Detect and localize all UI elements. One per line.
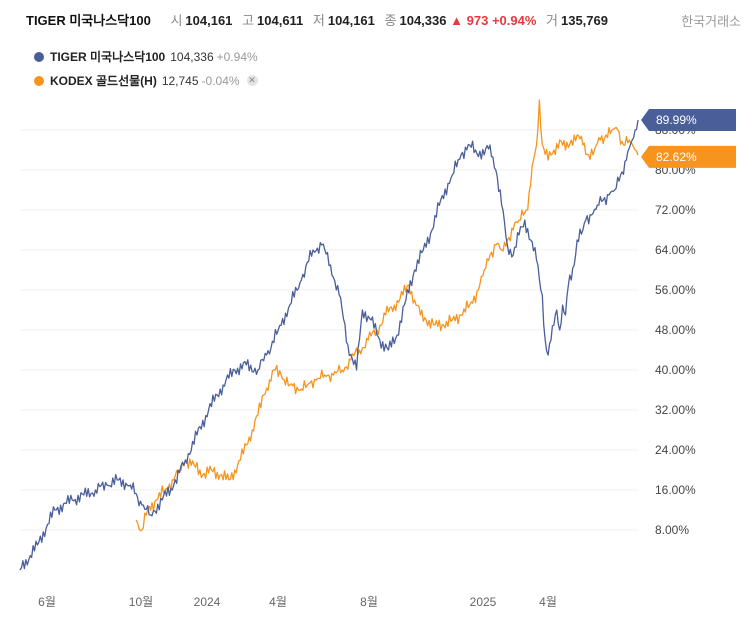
up-arrow-icon: ▲	[450, 13, 463, 28]
low-label: 저	[312, 13, 325, 28]
x-tick-label: 2025	[470, 595, 497, 609]
y-tick-label: 72.00%	[655, 203, 696, 217]
y-axis: 8.00% 16.00% 24.00% 32.00% 40.00% 48.00% 56.00…	[655, 123, 696, 537]
x-tick-label: 8월	[360, 595, 378, 609]
legend-value: 104,336	[170, 49, 214, 64]
legend-name: KODEX 골드선물(H)	[50, 74, 157, 88]
high-value: 104,611	[257, 13, 304, 28]
series-line	[19, 119, 639, 571]
x-tick-label: 2024	[194, 595, 221, 609]
high-label: 고	[242, 13, 255, 28]
last-value-tag: 82.62%	[641, 145, 736, 168]
y-tick-label: 64.00%	[655, 243, 696, 257]
legend-pct: +0.94%	[216, 49, 258, 64]
x-tick-label: 4월	[269, 595, 287, 609]
x-axis: 6월 10월 2024 4월 8월 2025 4월	[38, 595, 557, 609]
series-dot-icon	[34, 75, 44, 86]
x-tick-label: 4월	[539, 595, 557, 609]
legend-value: 12,745	[161, 73, 199, 88]
volume-value: 135,769	[560, 13, 608, 28]
y-tick-label: 8.00%	[655, 523, 689, 537]
legend-name: TIGER 미국나스닥100	[50, 50, 166, 64]
last-value-label: 89.99%	[656, 113, 697, 127]
exchange-label: 한국거래소	[681, 14, 741, 29]
last-value-tag: 89.99%	[641, 109, 736, 132]
change-pct: +0.94%	[491, 13, 537, 28]
open-value: 104,161	[185, 13, 233, 28]
x-tick-label: 10월	[129, 595, 153, 609]
y-tick-label: 24.00%	[655, 443, 696, 457]
y-tick-label: 16.00%	[655, 483, 696, 497]
y-tick-label: 48.00%	[655, 323, 696, 337]
legend-item-kodex: KODEX 골드선물(H) 12,745 -0.04% ✕	[34, 72, 258, 89]
remove-series-icon[interactable]: ✕	[246, 75, 258, 86]
series-lines	[19, 99, 639, 571]
series-line	[135, 99, 639, 532]
low-value: 104,161	[327, 13, 375, 28]
legend-pct: -0.04%	[201, 73, 240, 88]
open-label: 시	[170, 13, 183, 28]
change-value: 973	[466, 13, 489, 28]
series-dot-icon	[34, 51, 44, 62]
last-value-label: 82.62%	[656, 150, 697, 164]
y-tick-label: 32.00%	[655, 403, 696, 417]
quote-header: TIGER 미국나스닥100 시 104,161 고 104,611 저 104,16…	[26, 10, 608, 29]
close-label: 종	[384, 13, 397, 28]
close-value: 104,336	[399, 13, 447, 28]
x-tick-label: 6월	[38, 595, 56, 609]
last-value-tags: 89.99% 82.62%	[641, 109, 736, 168]
ticker-name: TIGER 미국나스닥100	[26, 13, 151, 28]
volume-label: 거	[546, 13, 558, 28]
legend-item-tiger: TIGER 미국나스닥100 104,336 +0.94%	[34, 48, 258, 65]
grid-lines	[20, 129, 638, 531]
y-tick-label: 56.00%	[655, 283, 696, 297]
y-tick-label: 40.00%	[655, 363, 696, 377]
